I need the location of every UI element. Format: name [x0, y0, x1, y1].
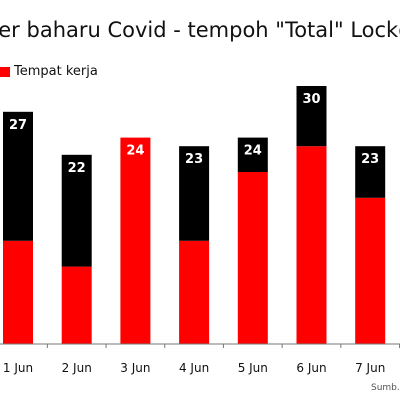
legend-swatch-tempat-kerja	[0, 66, 10, 77]
data-label-6: 30	[302, 92, 320, 107]
bar-tempat-kerja-1	[3, 240, 33, 344]
bar-tempat-kerja-3	[120, 137, 151, 344]
data-label-1: 27	[9, 118, 27, 133]
data-label-5: 24	[244, 144, 262, 159]
bar-tempat-kerja-4	[179, 240, 210, 344]
x-tick-label-3: 3 Jun	[120, 361, 150, 375]
data-label-3: 24	[126, 144, 144, 159]
x-tick-label-5: 5 Jun	[238, 361, 268, 375]
data-label-2: 22	[68, 161, 86, 176]
x-tick-label-4: 4 Jun	[179, 361, 209, 375]
x-tick-label-6: 6 Jun	[296, 361, 326, 375]
x-tick-label-2: 2 Jun	[62, 361, 92, 375]
x-tick-label-7: 7 Jun	[355, 361, 385, 375]
bar-other-4	[179, 146, 210, 241]
legend-label-tempat-kerja: Tempat kerja	[14, 64, 98, 79]
bar-tempat-kerja-5	[237, 172, 268, 344]
bar-other-1	[3, 111, 33, 241]
x-tick-label-1: 1 Jun	[3, 361, 33, 375]
bar-tempat-kerja-6	[296, 146, 327, 344]
bar-other-5	[237, 137, 268, 172]
source-note: Sumb...	[371, 383, 400, 393]
legend: Tempat kerja	[0, 64, 98, 79]
bar-other-2	[61, 154, 92, 267]
bar-tempat-kerja-2	[61, 266, 92, 344]
bar-other-7	[355, 146, 386, 198]
data-label-7: 23	[361, 152, 379, 167]
bar-tempat-kerja-7	[355, 197, 386, 344]
chart-title: ...ter baharu Covid - tempoh "Total" Loc…	[0, 18, 400, 42]
data-label-4: 23	[185, 152, 203, 167]
bar-other-6	[296, 86, 327, 147]
